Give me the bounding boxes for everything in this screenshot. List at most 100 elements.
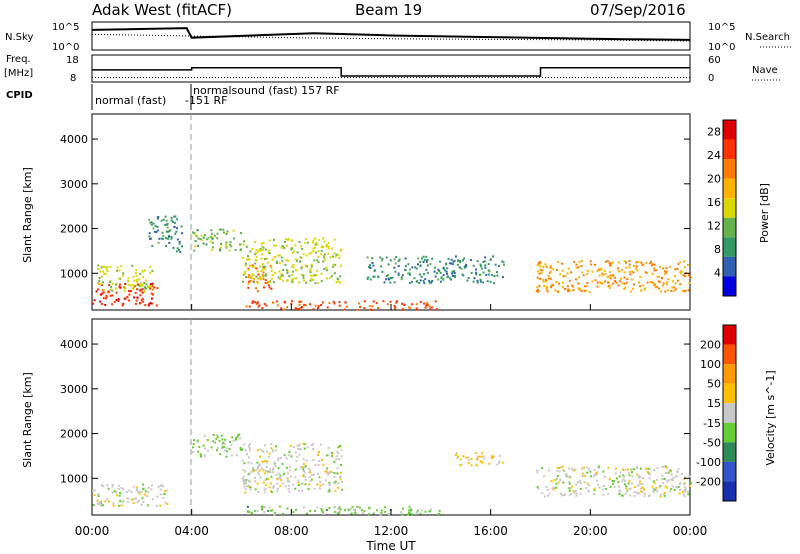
heatmap-cell (674, 282, 677, 285)
heatmap-cell (288, 465, 291, 468)
heatmap-cell (453, 275, 456, 278)
heatmap-cell (637, 475, 640, 478)
heatmap-cell (545, 280, 547, 283)
heatmap-cell (422, 279, 425, 282)
y-tick-label: 4000 (60, 133, 88, 146)
heatmap-cell (203, 234, 206, 236)
heatmap-cell (480, 455, 483, 458)
heatmap-cell (292, 277, 295, 280)
heatmap-cell (635, 261, 638, 264)
heatmap-cell (473, 277, 476, 280)
heatmap-cell (585, 487, 588, 490)
heatmap-cell (411, 280, 413, 283)
heatmap-cell (579, 487, 582, 490)
heatmap-cell (573, 491, 576, 494)
heatmap-cell (260, 242, 263, 245)
heatmap-cell (272, 281, 275, 284)
heatmap-cell (174, 215, 177, 218)
heatmap-cell (330, 451, 333, 454)
heatmap-cell (162, 496, 165, 499)
heatmap-cell (674, 268, 677, 271)
heatmap-cell (268, 239, 271, 242)
heatmap-cell (133, 296, 136, 299)
heatmap-cell (594, 474, 597, 476)
heatmap-cell (104, 273, 107, 275)
heatmap-cell (547, 469, 550, 472)
heatmap-cell (272, 301, 275, 304)
heatmap-cell (247, 461, 250, 464)
heatmap-cell (219, 249, 222, 252)
heatmap-cell (244, 271, 247, 273)
heatmap-cell (310, 277, 313, 280)
heatmap-cell (249, 486, 252, 489)
heatmap-cell (271, 471, 274, 474)
heatmap-cell (640, 261, 643, 264)
heatmap-cell (614, 472, 617, 475)
heatmap-cell (278, 270, 281, 273)
heatmap-cell (451, 270, 454, 273)
heatmap-cell (393, 258, 396, 261)
heatmap-cell (658, 275, 660, 278)
heatmap-cell (294, 476, 297, 479)
heatmap-cell (648, 473, 651, 476)
heatmap-cell (219, 246, 222, 249)
heatmap-cell (309, 279, 312, 282)
heatmap-cell (564, 288, 566, 290)
nsky-tick-lo: 10^0 (52, 42, 79, 53)
heatmap-cell (97, 264, 100, 267)
nsky-label: N.Sky (5, 32, 33, 43)
heatmap-cell (455, 454, 457, 456)
heatmap-cell (667, 479, 670, 482)
heatmap-cell (423, 302, 426, 305)
heatmap-cell (252, 470, 255, 473)
heatmap-cell (479, 278, 482, 281)
heatmap-cell (571, 284, 574, 287)
heatmap-cell (638, 492, 641, 495)
heatmap-cell (417, 257, 420, 260)
heatmap-cell (635, 267, 638, 270)
heatmap-cell (556, 290, 559, 293)
heatmap-cell (178, 240, 181, 243)
heatmap-cell (425, 304, 428, 307)
heatmap-cell (395, 301, 398, 304)
heatmap-cell (263, 286, 265, 289)
heatmap-cell (618, 475, 621, 478)
heatmap-cell (675, 485, 678, 488)
heatmap-cell (168, 242, 171, 244)
heatmap-cell (127, 277, 130, 280)
heatmap-cell (489, 258, 492, 261)
heatmap-cell (606, 260, 609, 263)
heatmap-cell (339, 281, 342, 284)
heatmap-cell (255, 248, 258, 251)
heatmap-cell (442, 267, 445, 270)
heatmap-cell (166, 237, 169, 240)
heatmap-cell (216, 433, 218, 436)
heatmap-cell (463, 265, 466, 268)
heatmap-cell (230, 444, 233, 447)
heatmap-cell (175, 250, 178, 253)
heatmap-cell (415, 308, 418, 311)
colorbar-tick-label: 4 (714, 267, 721, 280)
heatmap-cell (642, 284, 645, 287)
heatmap-cell (105, 295, 108, 298)
heatmap-cell (299, 466, 302, 469)
heatmap-cell (423, 258, 426, 261)
heatmap-cell (310, 265, 313, 268)
heatmap-cell (272, 486, 274, 489)
heatmap-cell (290, 455, 293, 458)
heatmap-cell (439, 280, 442, 283)
heatmap-cell (460, 267, 463, 270)
heatmap-cell (258, 304, 261, 307)
power-ylabel: Slant Range [km] (21, 167, 34, 263)
heatmap-cell (428, 281, 431, 284)
heatmap-cell (259, 276, 261, 279)
heatmap-cell (224, 442, 226, 445)
heatmap-cell (398, 258, 401, 261)
heatmap-cell (258, 469, 261, 472)
heatmap-cell (261, 269, 264, 272)
heatmap-cell (338, 304, 341, 307)
heatmap-cell (152, 222, 155, 225)
heatmap-cell (303, 303, 306, 306)
heatmap-cell (193, 439, 195, 442)
heatmap-cell (282, 474, 285, 477)
